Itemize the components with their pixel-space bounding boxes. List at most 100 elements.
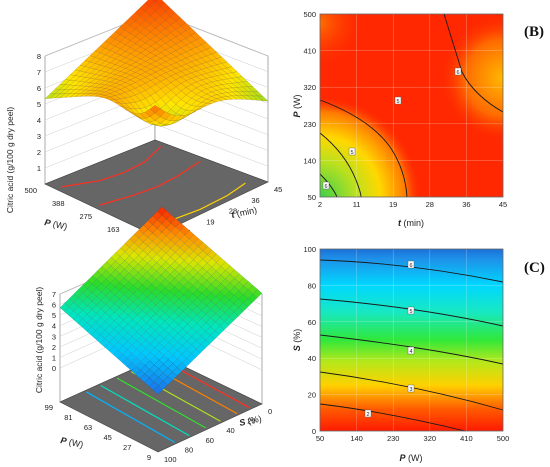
panel-a-z-tick-label: 2	[37, 148, 41, 157]
panel-c-y-tick-label: 60	[206, 436, 214, 445]
panel-c-x-tick-label: 230	[387, 434, 400, 443]
panel-b-contour-label-box	[394, 96, 402, 105]
panel-a-z-tick-label: 6	[37, 84, 41, 93]
panel-a-z-tick-label: 1	[37, 164, 41, 173]
panel-c-z-tick-label: 2	[52, 343, 56, 352]
panel-c-x-tick-label: 63	[84, 423, 92, 432]
panel-b-frame	[319, 13, 504, 198]
panel-c-background	[320, 249, 503, 431]
panel-a-x-tick-label: 388	[52, 199, 65, 208]
panel-c-surface-mesh	[59, 206, 263, 395]
panel-a-floor	[44, 139, 269, 237]
panel-b-y-axis-label: P (W)	[292, 94, 302, 117]
panel-c-floor-contour	[116, 377, 207, 429]
panel-c-z-tick-label: 0	[52, 364, 56, 373]
panel-c-contour-x-axis-label: P (W)	[399, 453, 422, 463]
panel-c-x-tick-label: 81	[64, 413, 72, 422]
panel-c-y-tick-label: 80	[308, 281, 316, 290]
panel-a-z-tick-label: 8	[37, 52, 41, 61]
panel-c-floor-contours	[59, 355, 263, 453]
panel-c-contour-label-box	[407, 346, 415, 355]
panel-c-y-axis-label: S (%)	[238, 413, 262, 427]
panel-b-contour-line	[319, 173, 338, 198]
panel-c-y-tick-label: 80	[185, 445, 193, 454]
panel-c-x-tick-label: 9	[147, 453, 151, 462]
panel-b-contour-label-box	[348, 147, 356, 156]
panel-b-contour-label-box	[322, 181, 330, 190]
panel-b-grid	[320, 14, 503, 197]
panel-a-surface-cell	[149, 105, 161, 114]
panel-b-letter: (B)	[524, 24, 544, 40]
panel-a-floor-contour	[99, 160, 201, 206]
panel-c-y-tick-label: 0	[312, 427, 316, 436]
panel-c-x-axis-label: P (W)	[60, 435, 85, 450]
panel-b-contour-line	[319, 132, 362, 198]
panel-c-contour-line	[319, 403, 466, 432]
panel-a-x-tick-label: 163	[107, 225, 120, 234]
panel-a-z-tick-label: 4	[37, 116, 41, 125]
panel-b-x-tick-label: 11	[353, 200, 361, 209]
panel-c-contour-label-box	[407, 384, 415, 393]
panel-b-contour-labels: 6 5 5 6	[322, 67, 462, 190]
panel-c-floor-contour	[86, 391, 176, 443]
panel-c-z-tick-label: 4	[52, 322, 56, 331]
panel-c-letter: (C)	[524, 260, 545, 276]
panel-a-x-tick-label: 500	[24, 186, 37, 195]
panel-c-z-tick-label: 3	[52, 332, 56, 341]
panel-a-z-axis-label: Citric acid (g/100 g dry peel)	[5, 107, 15, 213]
panel-c-contour-label-box	[364, 409, 372, 418]
panel-c-frame	[319, 248, 504, 432]
panel-c-x-tick-label: 50	[316, 434, 324, 443]
panel-a-floor-contours	[44, 139, 269, 237]
panel-c-contour-labels: 2 3 4 5 6	[364, 260, 415, 418]
panel-c-contour-label: 3	[409, 387, 412, 393]
panel-a-y-tick-label: 19	[206, 217, 214, 226]
panel-c-x-tick-label: 45	[103, 433, 111, 442]
panel-a-y-axis-label: t (min)	[230, 205, 258, 220]
panel-b-x-tick-label: 45	[499, 200, 507, 209]
panel-c-x-tick-label: 500	[497, 434, 510, 443]
panel-b-y-tick-label: 140	[303, 156, 316, 165]
panel-a-y-tick-label: 45	[274, 185, 282, 194]
panel-b-tick-labels: 2 11 19 28 36 45 50 140 230 320 410 500	[303, 10, 507, 209]
panel-a-x-axis-label: P (W)	[44, 217, 69, 232]
panel-b-y-tick-label: 500	[303, 10, 316, 19]
panel-c-z-tick-label: 1	[52, 353, 56, 362]
panel-c-surface-cell	[153, 385, 163, 395]
panel-c-z-axis-label: Citric acid (g/100 g dry peel)	[34, 287, 44, 393]
panel-b-x-tick-label: 2	[318, 200, 322, 209]
panel-b-contour-label: 5	[396, 99, 399, 105]
panel-c-contour-tick-labels: 50 140 230 320 410 500 0 20 40 60 80 100	[303, 245, 509, 443]
panel-c-y-tick-label: 20	[308, 391, 316, 400]
panel-b-contour-label-box	[454, 67, 462, 76]
panel-c-floor-contour	[100, 384, 190, 437]
panel-b-contour-lines	[319, 13, 504, 198]
panel-a-z-tick-label: 3	[37, 132, 41, 141]
panel-c-y-tick-label: 100	[303, 245, 316, 254]
panel-c-y-tick-label: 40	[226, 426, 234, 435]
panel-b-x-tick-label: 28	[426, 200, 434, 209]
panel-b-x-tick-label: 36	[462, 200, 470, 209]
panel-b-gradient-top	[320, 14, 503, 197]
panel-c-y-tick-label: 40	[308, 354, 316, 363]
panel-c-contour-label: 5	[409, 309, 412, 315]
panel-a-floor-contour	[61, 146, 162, 188]
panel-c-z-tick-label: 5	[52, 311, 56, 320]
panel-c-z-tick-label: 6	[52, 301, 56, 310]
panel-c-contour-label: 6	[409, 263, 412, 269]
panel-a-surface-mesh	[44, 0, 269, 127]
panel-c-z-tick-label: 7	[52, 290, 56, 299]
panel-c-contour-label-box	[407, 260, 415, 269]
panel-b-y-tick-label: 50	[308, 193, 316, 202]
panel-c-x-tick-label: 320	[424, 434, 437, 443]
panel-b-x-tick-label: 19	[389, 200, 397, 209]
panel-b-x-axis-label: t (min)	[398, 218, 424, 228]
panel-a-z-gridline	[44, 123, 156, 169]
panel-c-x-tick-label: 27	[123, 443, 131, 452]
panel-c-contour-label-box	[407, 306, 415, 315]
panel-b-y-tick-label: 320	[303, 83, 316, 92]
panel-c-y-tick-label: 0	[268, 407, 272, 416]
panel-c-contour-label: 4	[409, 349, 412, 355]
